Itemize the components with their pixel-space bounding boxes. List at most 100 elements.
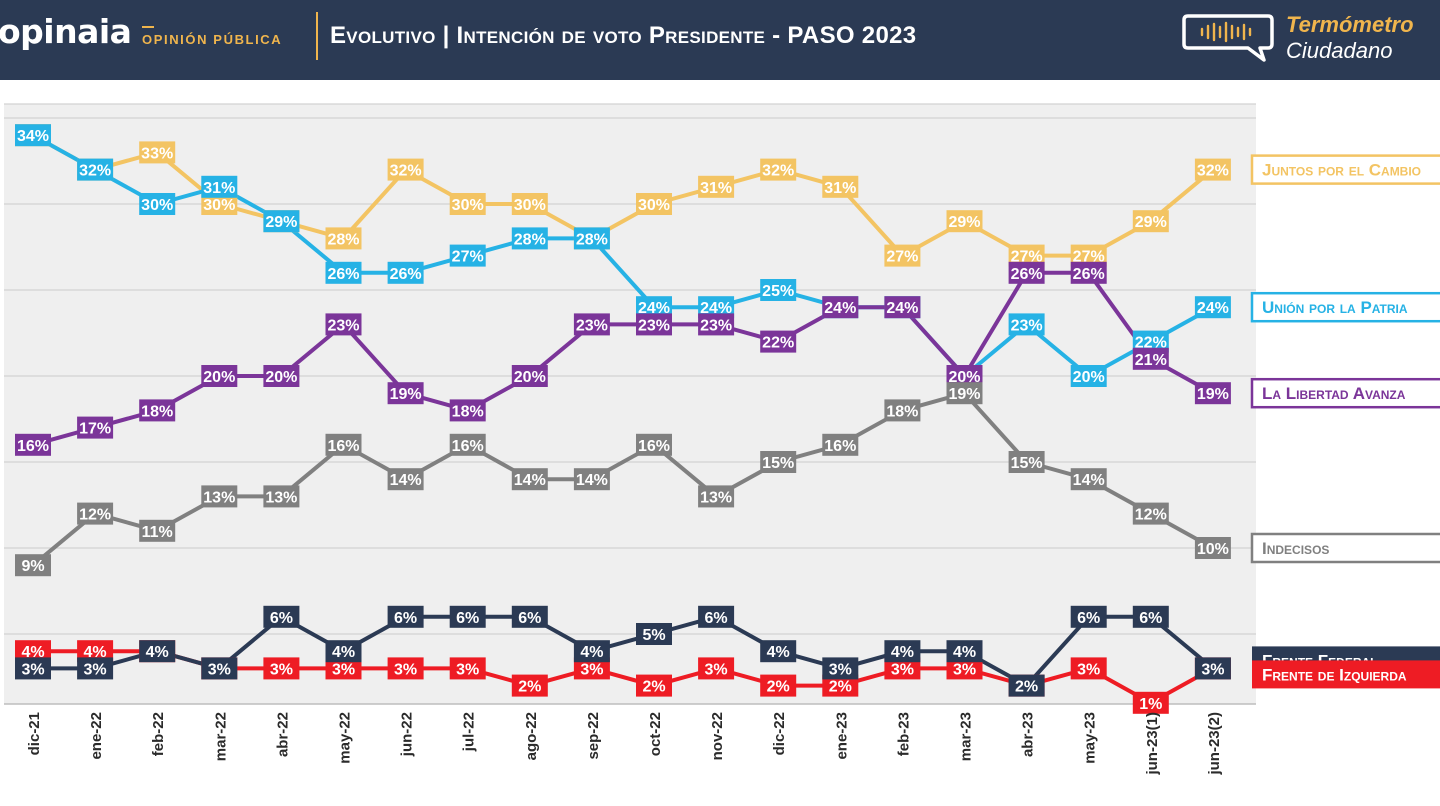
logo-title-line1: Termómetro bbox=[1286, 12, 1414, 37]
data-label-box bbox=[77, 502, 114, 525]
data-label-box bbox=[325, 313, 362, 336]
data-label-text: 4% bbox=[146, 644, 169, 661]
data-label-union-por-la-patria: 30% bbox=[139, 193, 176, 215]
data-label-indecisos: 14% bbox=[573, 468, 610, 491]
data-label-text: 20% bbox=[203, 369, 235, 386]
data-label-box bbox=[387, 261, 424, 284]
data-label-box bbox=[263, 605, 300, 628]
data-label-text: 3% bbox=[84, 661, 107, 678]
data-label-text: 3% bbox=[270, 661, 293, 678]
data-label-box bbox=[201, 657, 238, 680]
data-label-box bbox=[1194, 657, 1231, 680]
data-label-text: 6% bbox=[270, 610, 293, 627]
data-label-text: 30% bbox=[638, 197, 670, 214]
data-label-text: 26% bbox=[390, 266, 422, 283]
data-label-box bbox=[15, 640, 51, 663]
data-label-box bbox=[15, 433, 51, 456]
data-label-juntos-por-el-cambio: 32% bbox=[1194, 158, 1231, 181]
data-label-frente-federal: 4% bbox=[573, 640, 610, 663]
data-label-juntos-por-el-cambio: 30% bbox=[449, 193, 486, 215]
data-label-juntos-por-el-cambio: 27% bbox=[1008, 244, 1045, 267]
data-label-la-libertad-avanza: 19% bbox=[1194, 382, 1231, 405]
data-label-frente-federal: 3% bbox=[15, 657, 51, 680]
data-label-la-libertad-avanza: 20% bbox=[946, 365, 983, 387]
data-label-box bbox=[573, 468, 610, 491]
data-label-box bbox=[449, 605, 486, 628]
data-label-box bbox=[822, 175, 859, 198]
data-label-frente-federal: 6% bbox=[449, 605, 486, 628]
data-label-box bbox=[1194, 382, 1231, 405]
data-label-box bbox=[636, 623, 672, 645]
data-label-text: 31% bbox=[824, 180, 856, 197]
x-tick-label: feb-23 bbox=[895, 712, 912, 756]
data-label-box bbox=[511, 227, 548, 250]
data-label-text: 18% bbox=[452, 403, 484, 420]
data-label-box bbox=[201, 193, 238, 215]
data-label-frente-federal: 6% bbox=[1070, 605, 1107, 628]
data-label-text: 19% bbox=[948, 386, 980, 403]
data-label-text: 30% bbox=[203, 197, 235, 214]
data-label-box bbox=[263, 657, 300, 680]
data-label-union-por-la-patria: 22% bbox=[1132, 330, 1169, 353]
data-label-box bbox=[946, 657, 983, 680]
data-label-box bbox=[387, 382, 424, 405]
data-label-text: 3% bbox=[891, 661, 914, 678]
data-label-text: 4% bbox=[84, 644, 107, 661]
data-label-text: 29% bbox=[265, 214, 297, 231]
data-label-text: 32% bbox=[762, 163, 794, 180]
data-label-box bbox=[884, 244, 921, 267]
data-label-box bbox=[573, 640, 610, 663]
data-label-box bbox=[760, 640, 797, 663]
data-label-box bbox=[698, 175, 735, 198]
data-label-frente-federal: 3% bbox=[77, 657, 114, 680]
data-label-text: 22% bbox=[1135, 335, 1167, 352]
x-tick-label: dic-22 bbox=[771, 712, 788, 755]
data-label-text: 33% bbox=[141, 145, 173, 162]
data-label-juntos-por-el-cambio: 30% bbox=[511, 193, 548, 215]
data-label-text: 20% bbox=[514, 369, 546, 386]
data-label-text: 3% bbox=[953, 661, 976, 678]
data-label-union-por-la-patria: 25% bbox=[760, 279, 797, 301]
legend-item-juntos-por-el-cambio: Juntos por el Cambio bbox=[1250, 154, 1440, 185]
data-label-indecisos: 14% bbox=[1070, 468, 1107, 491]
data-label-box bbox=[698, 657, 735, 680]
legend-item-indecisos: Indecisos bbox=[1250, 532, 1440, 564]
data-label-box bbox=[263, 365, 300, 387]
data-label-frente-de-izquierda: 3% bbox=[325, 657, 362, 680]
data-label-text: 34% bbox=[17, 128, 49, 145]
data-label-frente-de-izquierda: 2% bbox=[760, 674, 797, 697]
data-label-box bbox=[1070, 605, 1107, 628]
data-label-text: 3% bbox=[580, 661, 603, 678]
data-label-box bbox=[139, 399, 176, 422]
data-label-juntos-por-el-cambio: 33% bbox=[139, 141, 176, 164]
data-label-text: 2% bbox=[829, 679, 852, 696]
data-label-text: 4% bbox=[953, 644, 976, 661]
data-label-frente-de-izquierda: 4% bbox=[77, 640, 114, 663]
speech-bubble-soundwave-icon bbox=[1182, 14, 1274, 62]
data-label-text: 18% bbox=[886, 403, 918, 420]
x-tick-label: abr-23 bbox=[1020, 712, 1037, 757]
data-label-text: 2% bbox=[518, 679, 541, 696]
data-label-union-por-la-patria: 24% bbox=[1194, 296, 1231, 319]
data-label-la-libertad-avanza: 21% bbox=[1132, 347, 1169, 370]
data-label-box bbox=[1008, 313, 1045, 336]
data-label-box bbox=[698, 605, 735, 628]
data-label-text: 21% bbox=[1135, 352, 1167, 369]
data-label-union-por-la-patria: 20% bbox=[1070, 365, 1107, 387]
data-label-box bbox=[15, 554, 51, 577]
data-label-text: 32% bbox=[79, 163, 111, 180]
data-label-text: 13% bbox=[265, 489, 297, 506]
data-label-frente-de-izquierda: 3% bbox=[946, 657, 983, 680]
data-label-box bbox=[325, 640, 362, 663]
data-label-union-por-la-patria: 24% bbox=[636, 296, 672, 319]
data-label-indecisos: 16% bbox=[449, 433, 486, 456]
data-label-text: 23% bbox=[576, 317, 608, 334]
data-label-box bbox=[139, 640, 176, 663]
x-tick-label: ene-22 bbox=[88, 712, 105, 760]
data-label-text: 1% bbox=[1139, 696, 1162, 713]
data-label-box bbox=[636, 313, 672, 336]
data-label-box bbox=[573, 313, 610, 336]
data-label-box bbox=[139, 141, 176, 164]
data-label-indecisos: 19% bbox=[946, 382, 983, 405]
data-label-la-libertad-avanza: 18% bbox=[139, 399, 176, 422]
